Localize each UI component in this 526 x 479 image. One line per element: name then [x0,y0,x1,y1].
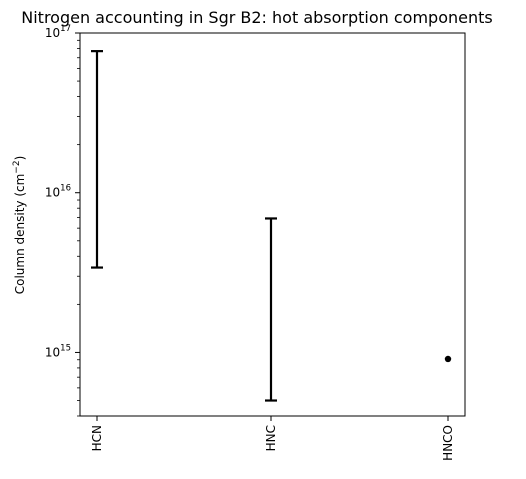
y-tick-label-base: 10 [45,26,60,40]
y-axis-label-main: Column density (cm [13,174,27,295]
x-tick-label-hnc: HNC [264,425,278,451]
plot-frame [79,32,466,417]
y-tick-label-exponent: 17 [60,24,71,34]
x-tick-label-hnco: HNCO [441,425,455,461]
y-axis-label-suffix: ) [13,156,27,161]
y-axis-label-exponent: −2 [12,160,22,173]
x-axis-ticks: HCN HNC HNCO [90,416,455,461]
point-hnco [444,355,452,363]
data-marks [91,50,452,402]
y-tick-label-exponent: 16 [60,184,71,194]
y-tick-label-base: 10 [45,186,60,200]
y-tick-label-base: 10 [45,345,60,359]
y-tick-label-exponent: 15 [60,343,71,353]
y-axis-label: Column density (cm−2) [12,156,27,295]
y-tick-label: 1016 [45,184,71,200]
chart-title: Nitrogen accounting in Sgr B2: hot absor… [21,8,492,27]
y-tick-label: 1015 [45,343,71,359]
x-tick-label-hcn: HCN [90,425,104,451]
y-tick-label: 1017 [45,24,71,40]
